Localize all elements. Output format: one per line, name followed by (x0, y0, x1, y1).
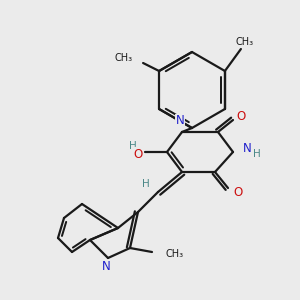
Text: O: O (134, 148, 143, 160)
Text: CH₃: CH₃ (236, 37, 254, 47)
Text: O: O (233, 185, 243, 199)
Text: N: N (243, 142, 252, 154)
Text: H: H (142, 179, 150, 189)
Text: N: N (102, 260, 110, 274)
Text: O: O (236, 110, 246, 122)
Text: H: H (129, 141, 137, 151)
Text: N: N (176, 115, 184, 128)
Text: H: H (253, 149, 261, 159)
Text: CH₃: CH₃ (166, 249, 184, 259)
Text: CH₃: CH₃ (115, 53, 133, 63)
